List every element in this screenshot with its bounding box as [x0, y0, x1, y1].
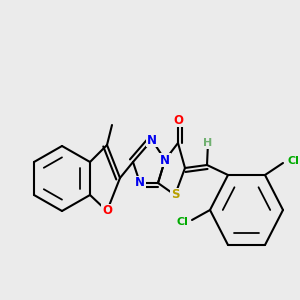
- Text: N: N: [135, 176, 145, 190]
- Text: Cl: Cl: [176, 217, 188, 227]
- Text: N: N: [147, 134, 157, 146]
- Text: Cl: Cl: [287, 156, 299, 166]
- Text: S: S: [171, 188, 179, 202]
- Text: H: H: [203, 138, 213, 148]
- Text: N: N: [160, 154, 170, 166]
- Text: O: O: [173, 113, 183, 127]
- Text: O: O: [102, 205, 112, 218]
